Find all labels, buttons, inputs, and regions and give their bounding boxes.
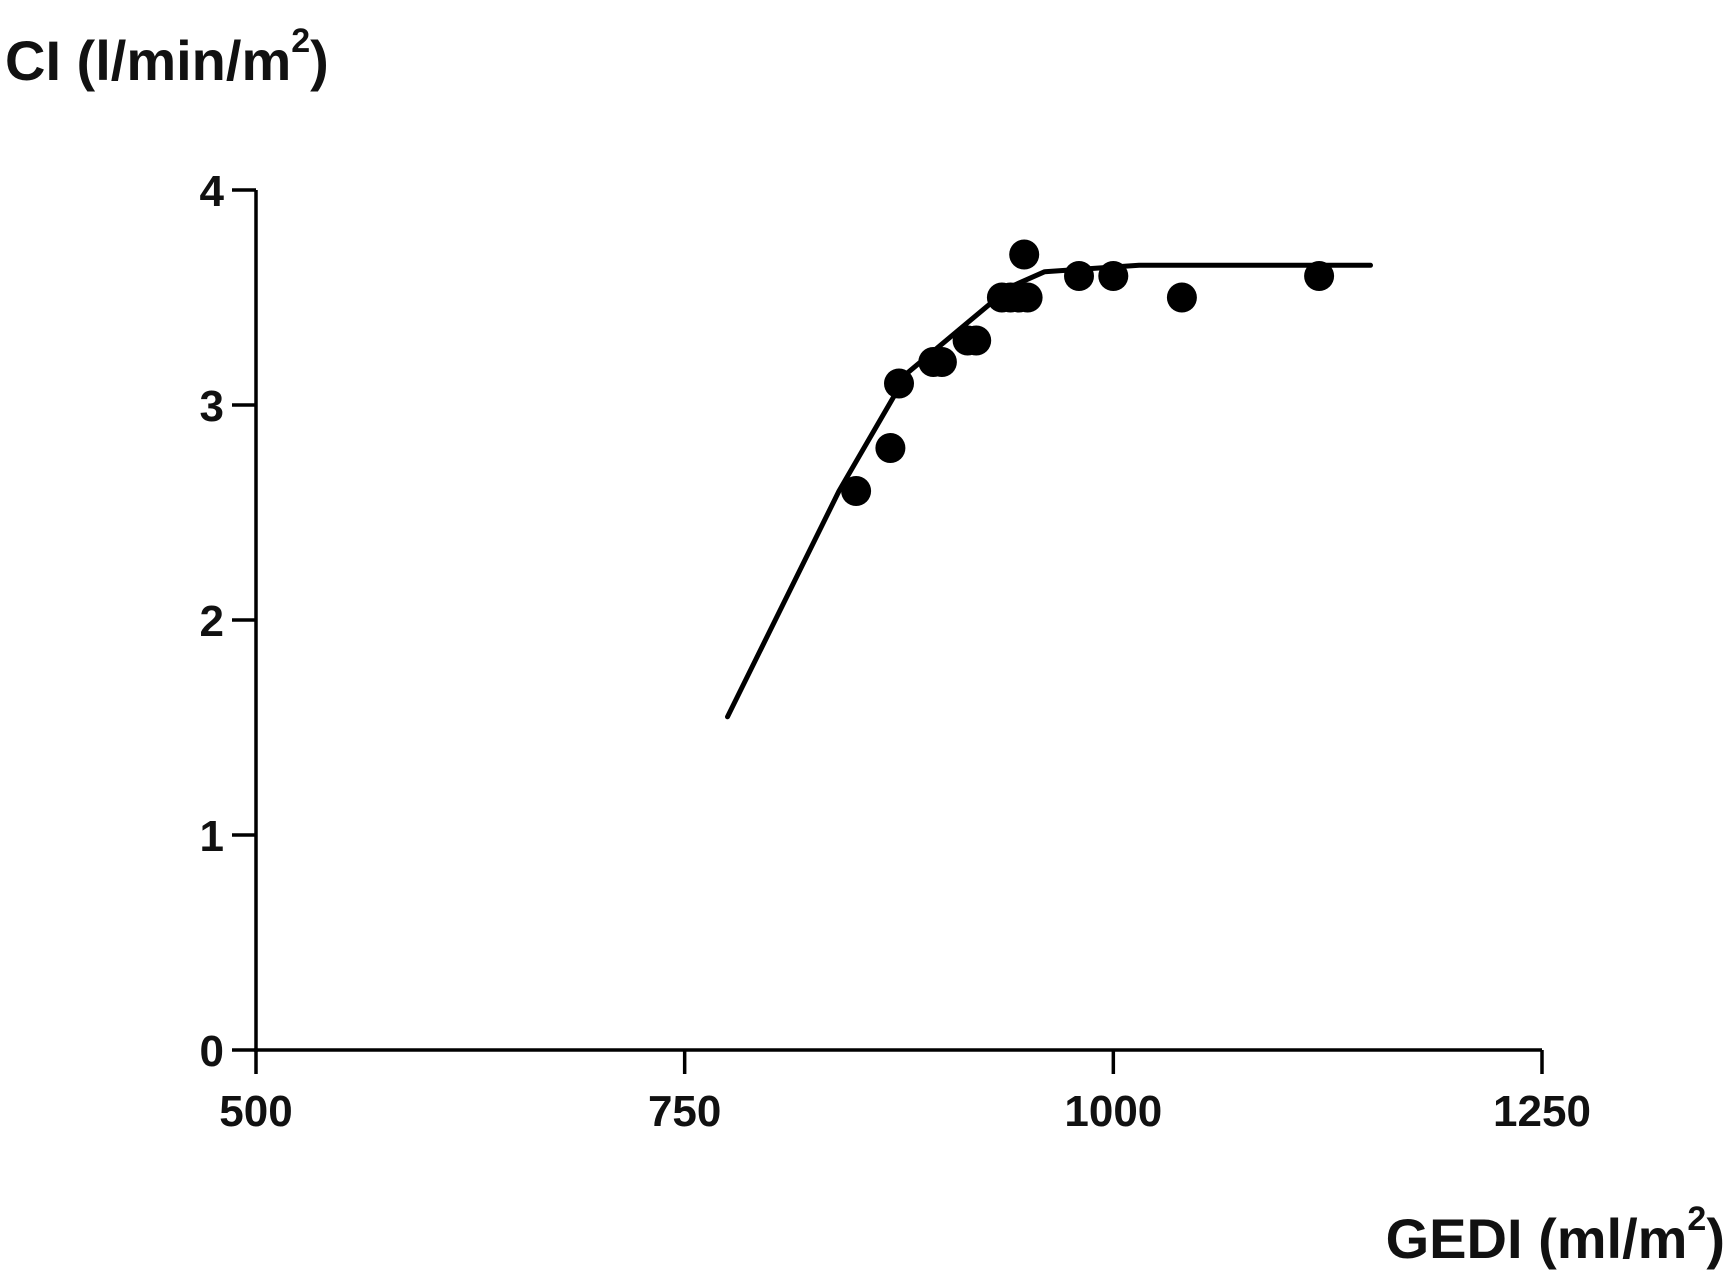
y-tick-label: 1 — [200, 812, 224, 861]
data-point — [875, 433, 906, 463]
fit-curve — [725, 262, 1373, 720]
x-tick-label: 1250 — [1493, 1087, 1591, 1136]
y-axis-title-superscript: 2 — [291, 22, 310, 60]
axes — [254, 190, 1542, 1052]
data-point — [1012, 282, 1043, 313]
data-point — [1098, 261, 1129, 291]
y-tick-label: 2 — [200, 597, 224, 646]
fit-line-group — [725, 262, 1373, 720]
y-tick-label: 4 — [200, 167, 225, 216]
y-tick-label: 0 — [200, 1027, 224, 1076]
x-axis-title-text: GEDI (ml/m — [1386, 1207, 1688, 1270]
data-point — [961, 325, 992, 356]
data-point — [884, 368, 914, 399]
data-point — [1009, 239, 1040, 270]
x-tick-label: 750 — [648, 1087, 721, 1136]
y-axis-title-text: CI (l/min/m — [5, 29, 291, 92]
y-tick-label: 3 — [200, 382, 224, 431]
data-point — [926, 347, 957, 377]
data-point — [841, 476, 872, 506]
data-point — [1166, 282, 1197, 313]
x-axis-title: GEDI (ml/m2) — [1386, 1200, 1725, 1270]
data-points — [841, 239, 1335, 506]
y-axis-title-close: ) — [310, 29, 329, 92]
x-axis-title-close: ) — [1706, 1207, 1725, 1270]
ticks: 0 1 2 3 4 500 750 1000 1250 — [200, 167, 1591, 1136]
x-tick-label: 1000 — [1064, 1087, 1162, 1136]
y-axis-title: CI (l/min/m2) — [5, 22, 329, 92]
x-axis-title-superscript: 2 — [1687, 1200, 1706, 1238]
data-point — [1304, 261, 1335, 291]
x-tick-label: 500 — [219, 1087, 292, 1136]
data-point — [1064, 261, 1094, 291]
